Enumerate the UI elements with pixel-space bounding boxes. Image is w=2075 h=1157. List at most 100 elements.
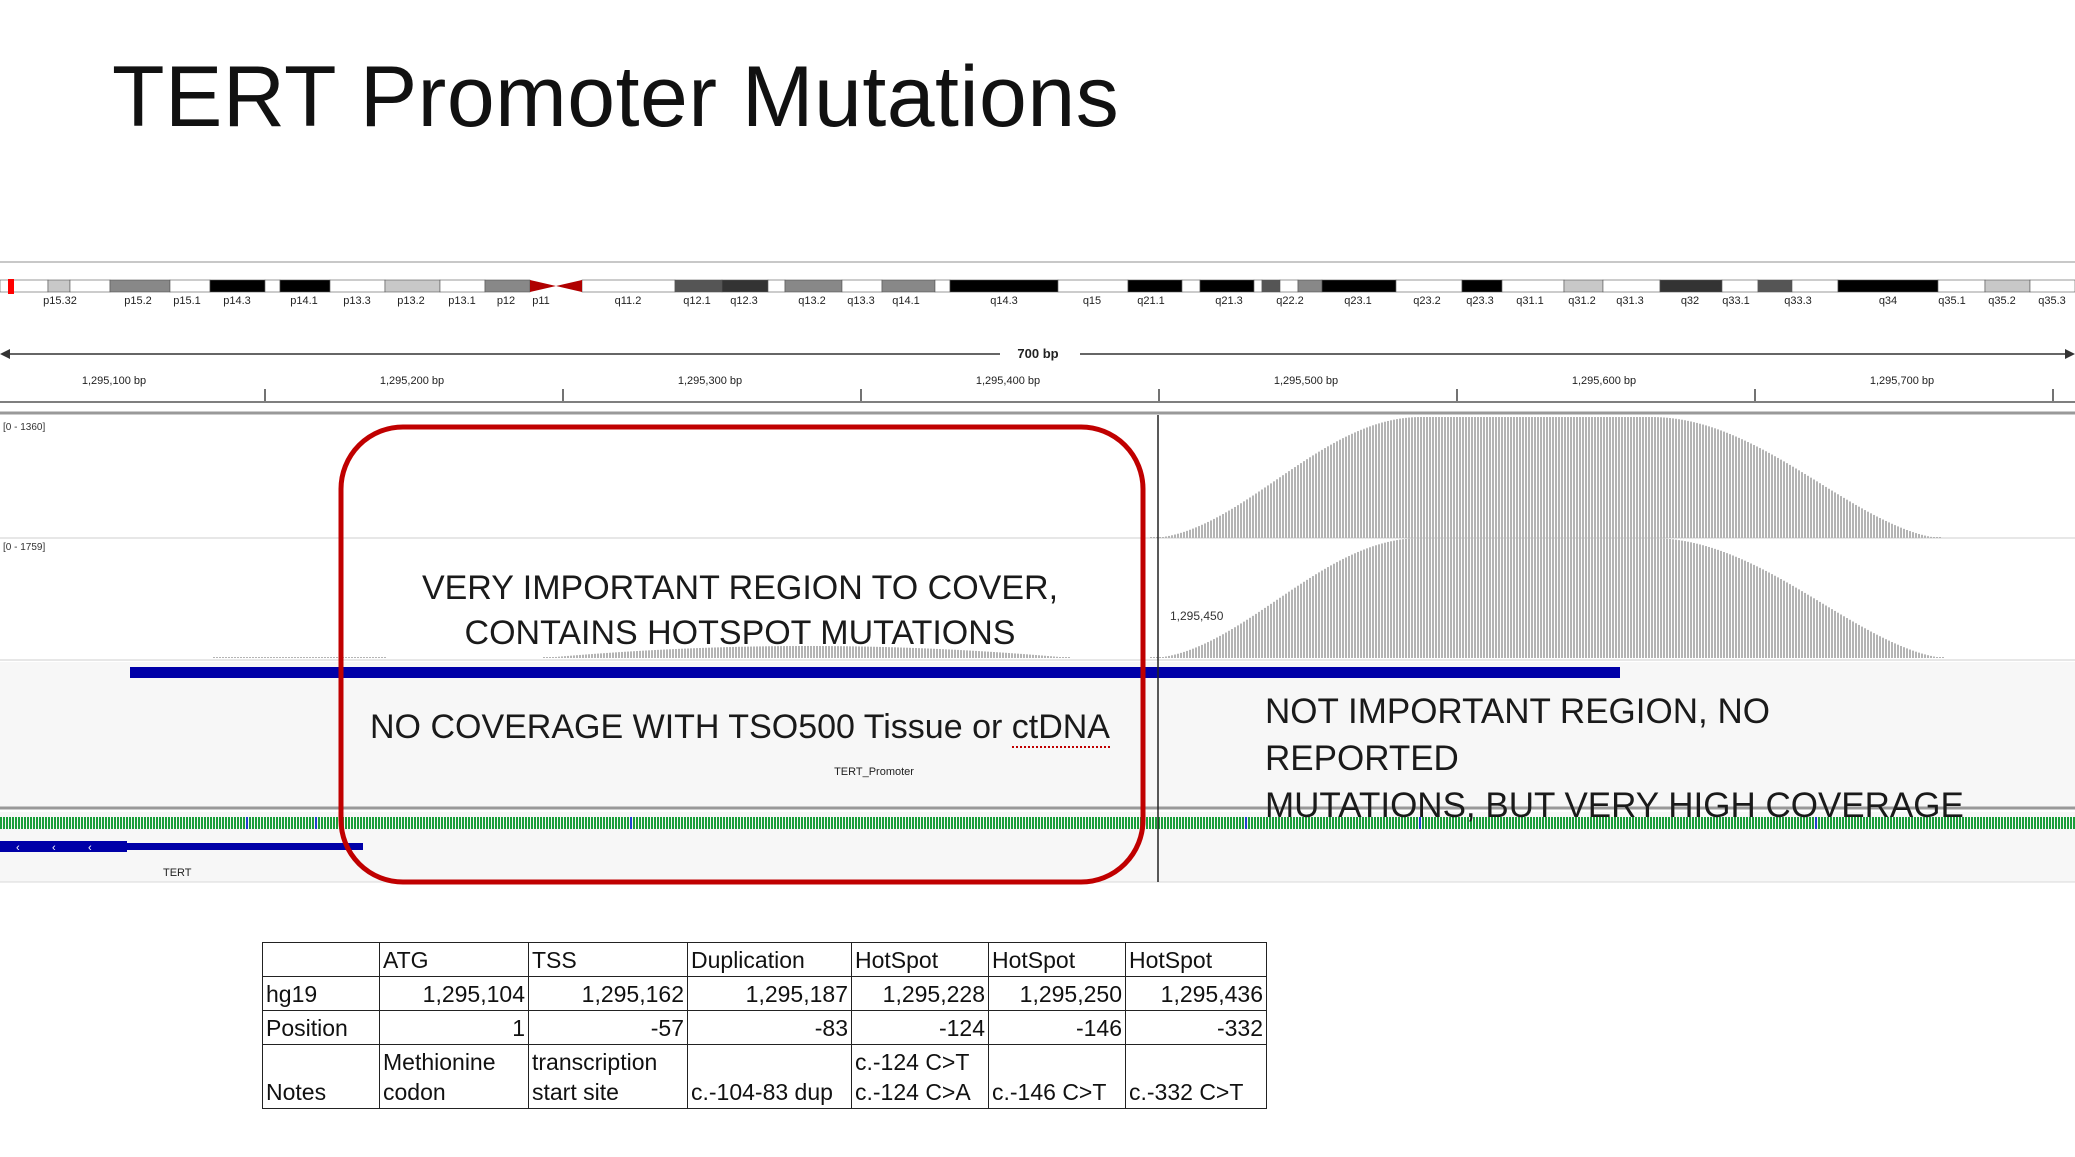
sequence-base	[1146, 817, 1148, 829]
sequence-base	[660, 817, 662, 829]
sequence-base	[1344, 817, 1346, 829]
sequence-base	[1314, 817, 1316, 829]
sequence-base	[975, 817, 977, 829]
sequence-base	[1578, 817, 1580, 829]
sequence-base	[1062, 817, 1064, 829]
sequence-base	[633, 817, 635, 829]
sequence-base	[1974, 817, 1976, 829]
coverage-bar	[1786, 582, 1788, 658]
table-cell: 1	[379, 1010, 529, 1045]
sequence-base	[18, 817, 20, 829]
sequence-base	[252, 817, 254, 829]
ideogram-band-label: p14.1	[290, 295, 318, 307]
sequence-base	[1191, 817, 1193, 829]
coverage-bar	[543, 657, 545, 658]
coverage-track-ctdna[interactable]	[213, 538, 1944, 658]
sequence-base	[1233, 817, 1235, 829]
chromosome-ideogram[interactable]: p15.32 p15.2 p15.1 p14.3 p14.1 p13.3 p13.2 p13.…	[0, 279, 2075, 307]
coverage-bar	[870, 646, 872, 658]
important-region-line-2: CONTAINS HOTSPOT MUTATIONS	[464, 614, 1016, 652]
sequence-base	[1326, 817, 1328, 829]
coverage-bar	[1438, 417, 1440, 538]
coverage-track-tissue[interactable]	[1150, 417, 1941, 538]
sequence-base	[1038, 817, 1040, 829]
coverage-bar	[1738, 437, 1740, 538]
sequence-base	[993, 817, 995, 829]
coverage-bar	[1585, 417, 1587, 538]
coverage-bar	[1696, 543, 1698, 658]
sequence-base	[2031, 817, 2033, 829]
coverage-bar	[1195, 527, 1197, 538]
coverage-bar	[630, 651, 632, 658]
coverage-bar	[294, 657, 296, 658]
sequence-base	[33, 817, 35, 829]
sequence-base	[1197, 817, 1199, 829]
coverage-bar	[591, 654, 593, 658]
coverage-bar	[1270, 603, 1272, 658]
tert-gene-feature[interactable]: ‹ ‹ ‹	[0, 841, 363, 854]
coverage-bar	[1693, 422, 1695, 538]
sequence-base	[1656, 817, 1658, 829]
ideogram-band	[1253, 279, 1263, 293]
sequence-base	[1704, 817, 1706, 829]
sequence-base	[12, 817, 14, 829]
sequence-base	[1428, 817, 1430, 829]
sequence-base	[21, 817, 23, 829]
coverage-bar	[1663, 538, 1665, 658]
sequence-base	[1263, 817, 1265, 829]
coverage-bar	[1222, 514, 1224, 538]
sequence-base	[480, 817, 482, 829]
coverage-bar	[1546, 538, 1548, 658]
coverage-bar	[378, 657, 380, 658]
sequence-base	[243, 817, 245, 829]
ideogram-band	[47, 279, 71, 293]
sequence-base	[354, 817, 356, 829]
sequence-base	[366, 817, 368, 829]
sequence-base	[621, 817, 623, 829]
coverage-bar	[1879, 518, 1881, 538]
ideogram-band	[949, 279, 1059, 293]
sequence-base	[1920, 817, 1922, 829]
sequence-base	[1740, 817, 1742, 829]
coverage-bar	[327, 657, 329, 658]
coverage-bar	[1324, 568, 1326, 658]
coverage-bar	[1441, 538, 1443, 658]
coverage-bar	[228, 657, 230, 658]
ideogram-band	[1297, 279, 1323, 293]
sequence-base	[561, 817, 563, 829]
sequence-base	[927, 817, 929, 829]
coverage-bar	[1549, 538, 1551, 658]
sequence-base	[144, 817, 146, 829]
sequence-base	[897, 817, 899, 829]
tert-promoter-feature-bar[interactable]	[130, 667, 1620, 678]
coverage-bar	[1543, 417, 1545, 538]
sequence-base	[711, 817, 713, 829]
sequence-base	[1359, 817, 1361, 829]
coverage-bar	[660, 649, 662, 658]
sequence-base	[1674, 817, 1676, 829]
sequence-base	[1593, 817, 1595, 829]
coverage-bar	[1885, 520, 1887, 538]
coverage-bar	[1690, 542, 1692, 658]
coverage-bar	[1183, 531, 1185, 538]
coverage-bar	[1507, 417, 1509, 538]
sequence-base	[1116, 817, 1118, 829]
sequence-base	[1212, 817, 1214, 829]
sequence-base	[267, 817, 269, 829]
sequence-base	[234, 817, 236, 829]
sequence-base	[1131, 817, 1133, 829]
sequence-base	[1821, 817, 1823, 829]
sequence-base	[1764, 817, 1766, 829]
sequence-base	[648, 817, 650, 829]
ideogram-band-label: q35.1	[1938, 295, 1966, 307]
table-cell: 1,295,228	[851, 976, 989, 1011]
sequence-base	[804, 817, 806, 829]
coverage-bar	[333, 657, 335, 658]
sequence-base	[1353, 817, 1355, 829]
coverage-bar	[1285, 593, 1287, 658]
coverage-bar	[675, 648, 677, 658]
sequence-base	[933, 817, 935, 829]
coverage-bar	[1501, 538, 1503, 658]
sequence-base	[1884, 817, 1886, 829]
sequence-base	[1371, 817, 1373, 829]
